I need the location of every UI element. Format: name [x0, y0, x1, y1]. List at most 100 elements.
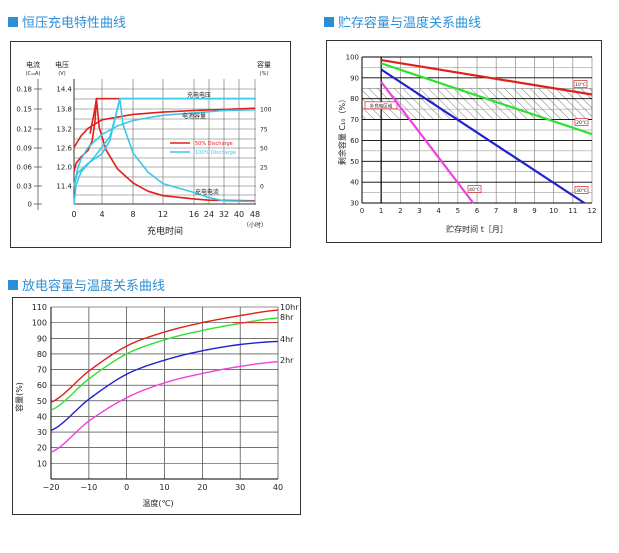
chart1-current-tick-label: 0.18 [16, 86, 32, 94]
chart1-x-tick-label: 4 [99, 210, 104, 219]
title-text: 贮存容量与温度关系曲线 [338, 16, 482, 31]
chart3-x-tick-label: 30 [235, 483, 245, 492]
chart2-x-tick-label: 7 [494, 207, 498, 215]
chart1-annotation-charge-current: 充电电流 [195, 188, 219, 196]
chart3-series-4hr [50, 340, 279, 432]
chart1-x-tick-label: 0 [71, 210, 76, 219]
chart3-y-axis-label: 容量(%) [14, 382, 24, 412]
chart1-series-current-100pct [73, 97, 256, 205]
chart1-x-tick-label: 12 [158, 210, 168, 219]
chart2-y-tick-label: 30 [350, 200, 359, 208]
chart2-band-label-box [364, 101, 398, 110]
chart1-series-current-50pct [89, 97, 256, 202]
chart1-voltage-axis-unit: (V) [58, 71, 65, 77]
chart3-x-tick-label: 0 [124, 483, 129, 492]
chart1-voltage-tick-label: 12.0 [56, 164, 72, 172]
chart2-x-tick-label: 9 [532, 207, 536, 215]
chart3-x-tick-label: −10 [80, 483, 97, 492]
chart1-voltage-tick-label: 13.2 [56, 126, 72, 134]
chart2-series-label-box [574, 186, 589, 194]
chart1-current-tick-label: 0 [28, 201, 32, 209]
chart1-current-tick-label: 0.15 [16, 106, 32, 114]
chart1-current-tick-label: 0.09 [16, 145, 32, 153]
chart3-series-10hr [50, 309, 279, 404]
chart1-x-tick-label: 8 [130, 210, 135, 219]
chart2-y-axis-label: 剩余容量 C₁₀（%） [337, 95, 347, 165]
chart1-x-axis-label: 充电时间 [147, 225, 183, 237]
chart1-voltage-tick-label: 11.4 [56, 183, 72, 191]
chart1-current-tick-label: 0.03 [16, 183, 32, 191]
chart3-y-tick-label: 110 [32, 303, 47, 312]
charge-chart-title: 恒压充电特性曲线 [8, 12, 126, 31]
chart1-x-tick-label: 40 [234, 210, 244, 219]
chart2-x-tick-label: 2 [398, 207, 402, 215]
chart3-y-tick-label: 30 [37, 428, 47, 437]
chart1-x-tick-label: 48 [250, 210, 260, 219]
title-bullet-icon [8, 16, 18, 27]
chart2-series-label-box [574, 118, 589, 126]
chart1-capacity-tick-label: 75 [260, 127, 268, 134]
chart1-x-axis-unit: （小时） [243, 221, 267, 229]
chart2-series-label-box [467, 185, 482, 193]
chart3-series-label: 10hr [280, 303, 299, 312]
title-bullet-icon [8, 279, 18, 290]
discharge-chart-title: 放电容量与温度关系曲线 [8, 275, 165, 294]
chart2-series-3 [380, 81, 475, 204]
chart3-y-tick-label: 100 [32, 319, 47, 328]
chart1-capacity-tick-label: 0 [260, 184, 264, 191]
chart1-voltage-tick-label: 12.6 [56, 145, 72, 153]
chart2-series-1 [380, 62, 593, 136]
chart3-series-label: 2hr [280, 356, 294, 365]
chart1-capacity-axis-label: 容量 [257, 60, 271, 69]
chart2-series-2 [380, 68, 585, 204]
chart3-x-tick-label: 40 [273, 483, 283, 492]
chart2-x-tick-label: 10 [549, 207, 558, 215]
chart2-x-tick-label: 0 [360, 207, 364, 215]
chart3-series-8hr [50, 317, 279, 411]
chart3-y-tick-label: 20 [37, 444, 47, 453]
chart1-x-tick-label: 16 [189, 210, 199, 219]
chart2-series-0 [381, 59, 593, 96]
chart2-x-tick-label: 4 [436, 207, 441, 215]
chart2-x-tick-label: 5 [456, 207, 460, 215]
chart3-y-tick-label: 50 [37, 397, 47, 406]
chart1-voltage-axis-label: 电压 [55, 60, 69, 69]
chart1-capacity-axis-unit: (%) [260, 71, 269, 77]
chart1-annotation-capacity: 电池容量 [182, 112, 206, 120]
chart3-x-tick-label: 10 [159, 483, 169, 492]
chart2-series-label-box [573, 80, 588, 88]
chart3-series-label: 4hr [280, 335, 294, 344]
chart2-y-tick-label: 40 [350, 179, 359, 187]
chart3-series-2hr [50, 361, 279, 454]
chart1-series-capacity-50pct [73, 107, 256, 148]
title-text: 放电容量与温度关系曲线 [22, 279, 166, 294]
chart2-y-tick-label: 100 [346, 54, 359, 62]
chart2-x-tick-label: 3 [417, 207, 421, 215]
chart1-legend-label: 100% Discharge [195, 150, 236, 156]
charge-chart-frame [10, 41, 291, 248]
chart3-y-tick-label: 70 [37, 366, 47, 375]
chart3-series-label: 8hr [280, 313, 294, 322]
chart2-y-tick-label: 60 [350, 137, 359, 145]
chart3-x-axis-label: 温度(℃) [142, 498, 173, 508]
chart1-annotation-charge-voltage: 充电电压 [187, 91, 211, 99]
chart1-capacity-tick-label: 25 [260, 165, 268, 172]
chart2-series-label: 40℃ [469, 187, 480, 193]
chart2-band-label: 补充电区域 [370, 102, 393, 109]
chart1-legend-label: 50% Discharge [195, 141, 233, 147]
chart3-y-tick-label: 60 [37, 381, 47, 390]
chart1-current-tick-label: 0.12 [16, 126, 32, 134]
chart1-x-tick-label: 32 [219, 210, 229, 219]
chart1-capacity-tick-label: 50 [260, 146, 268, 153]
chart3-y-tick-label: 90 [37, 334, 47, 343]
chart1-current-axis-unit: (C₁₀A) [26, 71, 41, 77]
chart2-x-tick-label: 8 [513, 207, 517, 215]
chart3-y-tick-label: 10 [37, 459, 47, 468]
chart2-y-tick-label: 80 [350, 95, 359, 103]
chart3-x-tick-label: 20 [197, 483, 207, 492]
chart2-series-label: 20℃ [576, 120, 587, 126]
chart2-y-tick-label: 50 [350, 158, 359, 166]
chart2-y-tick-label: 90 [350, 74, 359, 82]
chart2-series-label: 10℃ [575, 82, 586, 88]
